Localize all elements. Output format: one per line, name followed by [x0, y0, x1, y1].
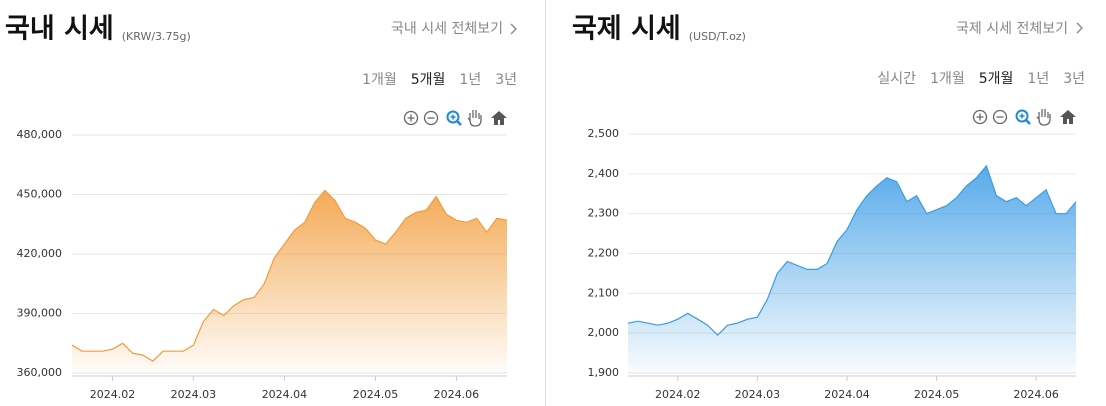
y-tick-label: 2,400	[588, 167, 620, 180]
y-tick-label: 420,000	[17, 247, 63, 260]
y-tick-label: 360,000	[17, 366, 63, 379]
reset-button[interactable]	[491, 111, 507, 125]
period-button[interactable]: 1개월	[930, 71, 965, 87]
title: 국내 시세	[5, 14, 114, 45]
zoom-select-button[interactable]	[1015, 109, 1031, 125]
zoom-select-button[interactable]	[446, 110, 462, 126]
zoom-out-button[interactable]	[423, 110, 439, 126]
y-tick-label: 1,900	[588, 366, 620, 379]
x-tick-label: 2024.04	[824, 388, 870, 401]
y-tick-label: 2,500	[588, 127, 620, 140]
link-chevron[interactable]	[1076, 22, 1083, 34]
period-button[interactable]: 1년	[459, 72, 481, 88]
x-tick-label: 2024.03	[171, 388, 217, 401]
period-button[interactable]: 3년	[1063, 71, 1085, 87]
link-chevron[interactable]	[510, 23, 517, 35]
x-tick-label: 2024.06	[1013, 388, 1059, 401]
zoom-in-button[interactable]	[403, 110, 419, 126]
period-button[interactable]: 3년	[495, 72, 517, 88]
full-view-link[interactable]: 국내 시세 전체보기	[391, 21, 503, 37]
area	[628, 165, 1076, 373]
title: 국제 시세	[572, 14, 681, 45]
period-button[interactable]: 5개월	[979, 71, 1014, 87]
reset-button[interactable]	[1060, 110, 1076, 124]
y-tick-label: 480,000	[17, 128, 63, 141]
y-tick-label: 2,100	[588, 286, 620, 299]
pan-button[interactable]	[467, 110, 482, 127]
period-button[interactable]: 1년	[1027, 71, 1049, 87]
x-tick-label: 2024.02	[90, 388, 136, 401]
x-tick-label: 2024.05	[353, 388, 399, 401]
x-tick-label: 2024.02	[655, 388, 701, 401]
line	[627, 164, 1077, 337]
x-tick-label: 2024.06	[434, 388, 480, 401]
y-tick-label: 2,000	[588, 326, 620, 339]
y-tick-label: 2,300	[588, 207, 620, 220]
toolbar	[403, 109, 1076, 127]
x-tick-label: 2024.05	[914, 388, 960, 401]
x-tick-label: 2024.03	[735, 388, 781, 401]
full-view-link[interactable]: 국제 시세 전체보기	[956, 21, 1068, 37]
zoom-in-button[interactable]	[972, 109, 988, 125]
x-tick-label: 2024.04	[262, 388, 308, 401]
period-button[interactable]: 실시간	[877, 71, 916, 87]
y-tick-label: 390,000	[17, 307, 63, 320]
unit: (USD/T.oz)	[689, 30, 746, 43]
area	[72, 190, 507, 373]
line	[71, 189, 508, 362]
y-tick-label: 450,000	[17, 188, 63, 201]
y-tick-label: 2,200	[588, 247, 620, 260]
period-button[interactable]: 1개월	[362, 72, 397, 88]
zoom-out-button[interactable]	[992, 109, 1008, 125]
unit: (KRW/3.75g)	[122, 30, 191, 43]
pan-button[interactable]	[1036, 109, 1051, 126]
period-button[interactable]: 5개월	[411, 72, 446, 88]
